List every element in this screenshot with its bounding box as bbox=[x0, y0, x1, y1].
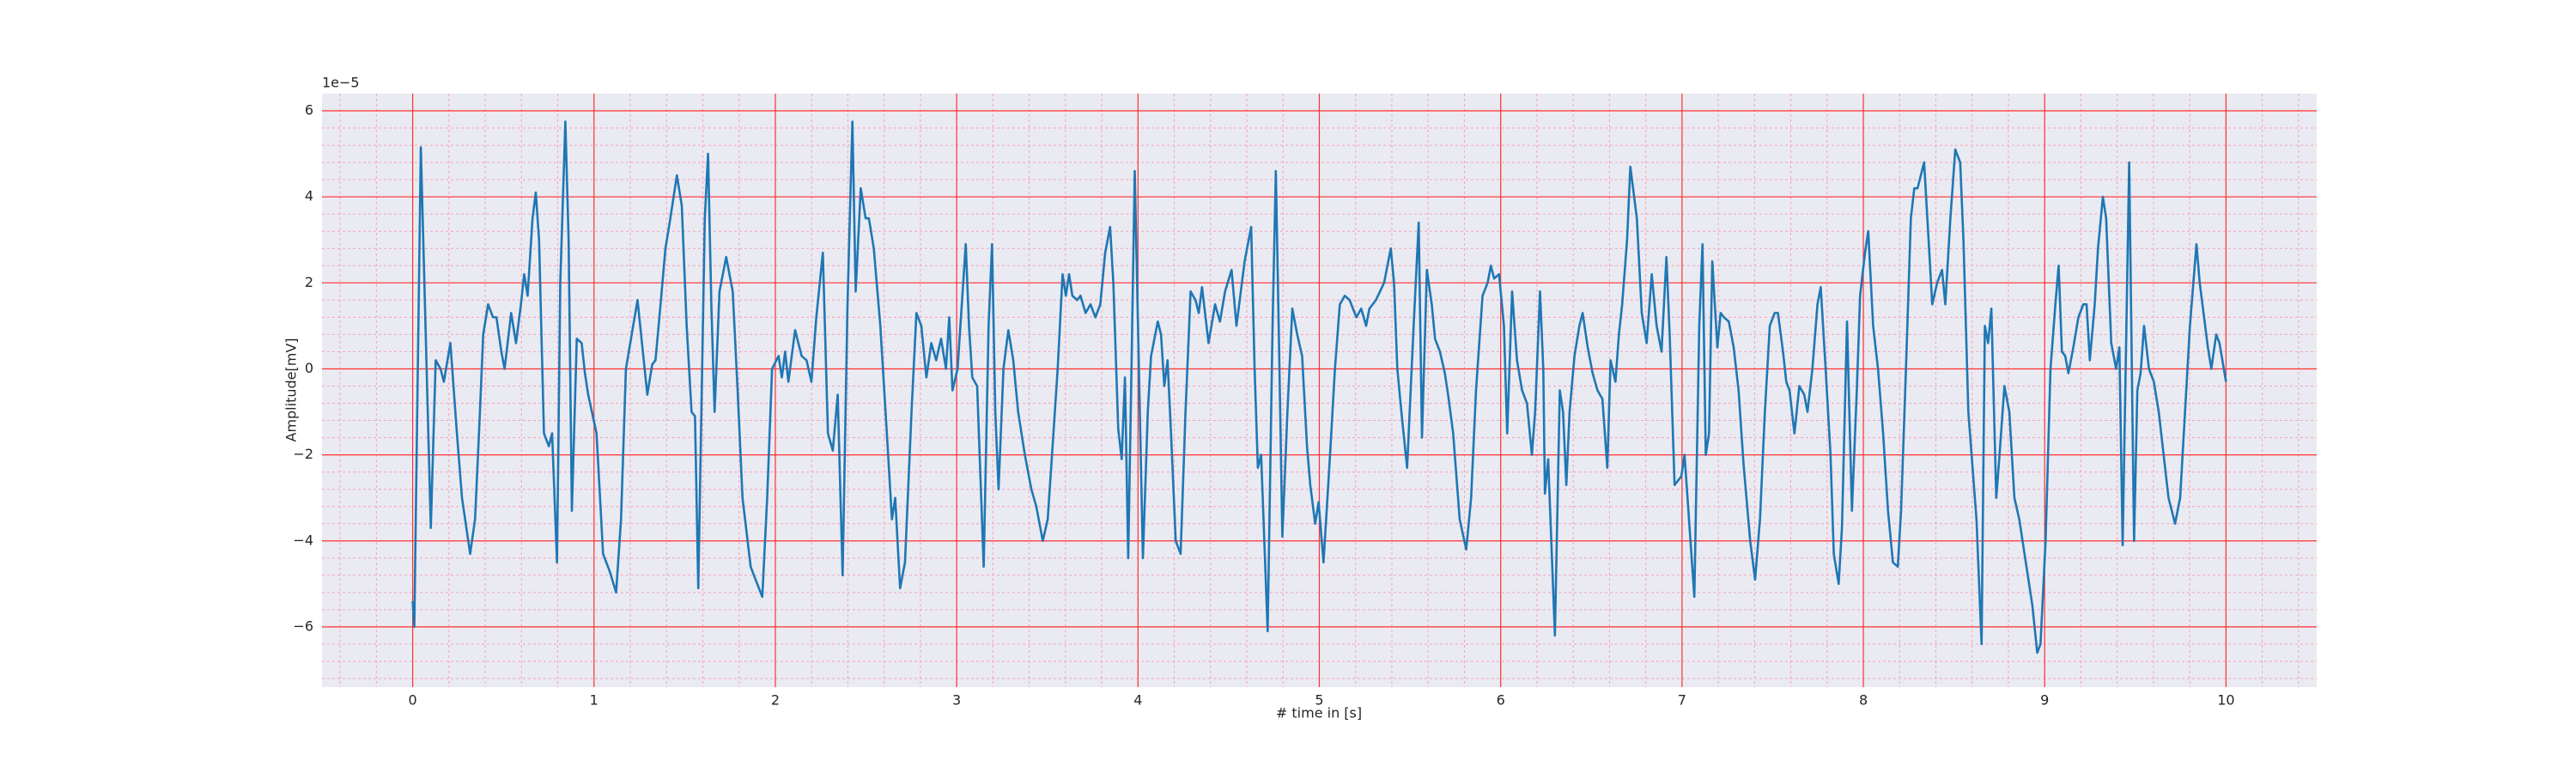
x-tick-label: 9 bbox=[2040, 692, 2049, 709]
y-tick-label: 4 bbox=[305, 188, 313, 204]
y-tick-label: −6 bbox=[293, 618, 313, 634]
x-axis-label: # time in [s] bbox=[1276, 705, 1362, 721]
x-tick-label: 8 bbox=[1859, 692, 1868, 709]
y-tick-label: −4 bbox=[293, 532, 313, 548]
x-tick-label: 0 bbox=[408, 692, 416, 709]
y-tick-label: 0 bbox=[305, 360, 313, 376]
y-tick-label: 6 bbox=[305, 102, 313, 119]
x-tick-label: 2 bbox=[771, 692, 780, 709]
x-tick-label: 5 bbox=[1315, 692, 1323, 709]
x-tick-label: 7 bbox=[1678, 692, 1686, 709]
signal-line bbox=[411, 120, 2227, 654]
y-tick-label: −2 bbox=[293, 446, 313, 462]
x-tick-label: 6 bbox=[1497, 692, 1505, 709]
x-tick-label: 1 bbox=[590, 692, 598, 709]
x-tick-label: 4 bbox=[1133, 692, 1142, 709]
x-tick-label: 3 bbox=[952, 692, 961, 709]
y-tick-label: 2 bbox=[305, 274, 313, 290]
y-axis-label: Amplitude[mV] bbox=[283, 338, 300, 441]
x-tick-label: 10 bbox=[2217, 692, 2234, 709]
y-offset-label: 1e−5 bbox=[322, 75, 360, 91]
